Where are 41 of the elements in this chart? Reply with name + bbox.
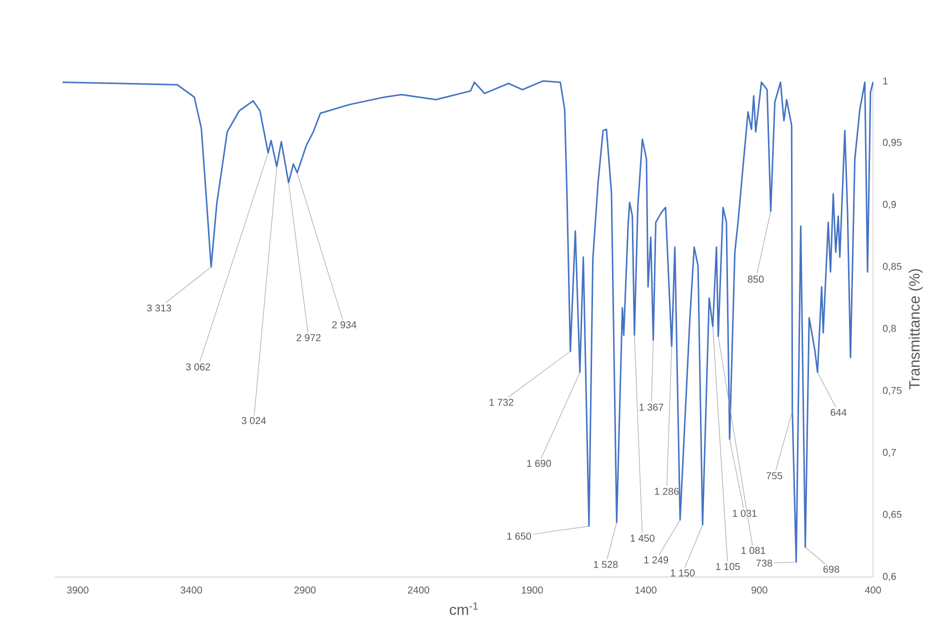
y-tick-label: 0,75 (882, 386, 902, 396)
annotation: 1 249 (644, 556, 668, 564)
annotation: 1 450 (630, 534, 654, 542)
annotation: 698 (823, 566, 840, 573)
x-tick-label: 900 (752, 586, 768, 594)
annotation: 644 (830, 408, 847, 416)
annotation: 1 150 (670, 569, 695, 576)
annotation: 3 313 (147, 304, 172, 312)
annotation: 738 (756, 560, 772, 567)
annotation: 1 286 (654, 488, 679, 495)
annotation: 755 (766, 472, 782, 480)
annotation: 3 062 (186, 363, 210, 370)
x-tick-label: 1900 (522, 586, 543, 594)
y-tick-label: 0,85 (882, 262, 902, 272)
y-tick-label: 0,8 (882, 324, 896, 334)
annotation: 1 690 (527, 460, 551, 467)
annotation: 2 972 (296, 334, 321, 342)
y-tick-label: 0,65 (882, 510, 902, 520)
y-tick-label: 1 (883, 78, 888, 84)
annotation: 850 (748, 276, 764, 283)
y-axis-title: Transmittance (%) (908, 269, 923, 390)
x-tick-label: 3900 (67, 586, 88, 594)
y-tick-label: 0,95 (882, 138, 902, 148)
y-tick-label: 0,6 (882, 572, 896, 582)
y-tick-label: 0,7 (882, 448, 896, 458)
annotation: 1 081 (742, 546, 766, 554)
annotation: 1 367 (640, 404, 664, 411)
annotation: 1 031 (732, 510, 757, 517)
x-tick-label: 2400 (408, 586, 430, 594)
x-tick-label: 400 (864, 586, 881, 594)
x-tick-label: 2900 (294, 586, 316, 594)
annotation: 2 934 (332, 321, 356, 328)
x-axis-title: cm$^{-1}$ (450, 602, 478, 615)
annotation: 1 105 (716, 563, 740, 570)
x-tick-label: 1400 (635, 586, 656, 594)
annotation: 3 024 (242, 417, 266, 424)
y-tick-label: 0,9 (882, 200, 896, 210)
annotation: 1 650 (507, 532, 532, 540)
annotation: 1 732 (490, 398, 514, 406)
annotation: 1 528 (594, 560, 618, 568)
x-tick-label: 3400 (180, 586, 202, 594)
